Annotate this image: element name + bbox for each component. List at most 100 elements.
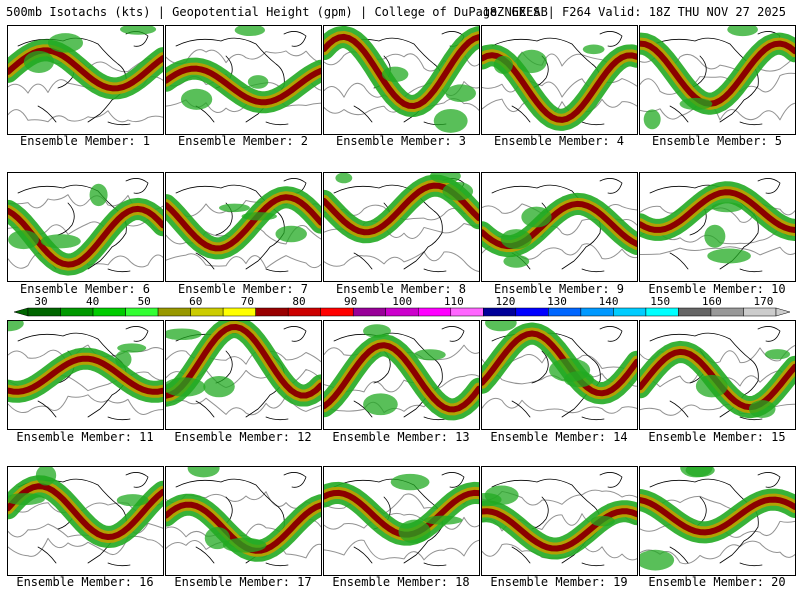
scale-label: 120 [495,296,515,308]
scale-swatch [710,307,744,317]
scale-label: 170 [753,296,773,308]
scale-swatch [548,307,582,317]
ensemble-panel-8 [323,172,480,282]
member-label: Ensemble Member: 8 [335,282,467,296]
ensemble-panel-7 [165,172,322,282]
ensemble-panel-11 [7,320,164,430]
ensemble-map-17 [166,467,321,567]
scale-label: 60 [189,296,202,308]
scale-label: 160 [702,296,722,308]
scale-arrow-left [13,307,29,317]
scale-swatch [352,307,386,317]
scale-swatch [27,307,61,317]
color-scale: 30 40 50 60 70 80 90 100 110 120 130 140 150 160 170 [13,295,791,318]
member-label: Ensemble Member: 19 [490,575,628,589]
ensemble-panel-12 [165,320,322,430]
member-label: Ensemble Member: 10 [648,282,786,296]
scale-label: 50 [138,296,151,308]
member-label: Ensemble Member: 20 [648,575,786,589]
scale-swatch [385,307,419,317]
ensemble-panel-16 [7,466,164,576]
scale-label: 110 [444,296,464,308]
member-label: Ensemble Member: 13 [332,430,470,444]
ensemble-panel-4 [481,25,638,135]
ensemble-map-12 [166,321,321,421]
ensemble-panel-1 [7,25,164,135]
scale-label: 100 [392,296,412,308]
ensemble-map-5 [640,26,795,130]
member-label: Ensemble Member: 1 [19,134,151,148]
run-info: 18Z GEFS | F264 Valid: 18Z THU NOV 27 20… [482,5,786,19]
member-label: Ensemble Member: 17 [174,575,312,589]
ensemble-panel-3 [323,25,480,135]
member-label: Ensemble Member: 5 [651,134,783,148]
ensemble-map-14 [482,321,637,421]
scale-swatch [60,307,94,317]
ensemble-panel-15 [639,320,796,430]
ensemble-panel-6 [7,172,164,282]
ensemble-map-1 [8,26,163,126]
ensemble-map-18 [324,472,479,567]
scale-swatch [157,307,191,317]
scale-label: 30 [34,296,47,308]
member-label: Ensemble Member: 16 [16,575,154,589]
member-label: Ensemble Member: 12 [174,430,312,444]
scale-swatch [190,307,224,317]
scale-label: 40 [86,296,99,308]
member-label: Ensemble Member: 6 [19,282,151,296]
scale-label: 90 [344,296,357,308]
member-label: Ensemble Member: 2 [177,134,309,148]
ensemble-panel-13 [323,320,480,430]
scale-swatch [450,307,484,317]
member-label: Ensemble Member: 11 [16,430,154,444]
chart-title: 500mb Isotachs (kts) | Geopotential Heig… [6,5,548,19]
scale-label: 130 [547,296,567,308]
scale-swatch [580,307,614,317]
scale-swatch [678,307,712,317]
scale-swatch [418,307,452,317]
ensemble-map-13 [324,324,479,421]
member-label: Ensemble Member: 9 [493,282,625,296]
ensemble-panel-20 [639,466,796,576]
ensemble-panel-9 [481,172,638,282]
ensemble-panel-19 [481,466,638,576]
ensemble-map-3 [324,26,479,133]
ensemble-map-20 [640,467,795,571]
member-label: Ensemble Member: 14 [490,430,628,444]
scale-swatch [483,307,517,317]
ensemble-map-10 [640,178,795,273]
ensemble-map-9 [482,178,637,273]
scale-label: 80 [292,296,305,308]
scale-swatch [287,307,321,317]
member-label: Ensemble Member: 4 [493,134,625,148]
scale-arrow-right [775,307,791,317]
scale-swatch [613,307,647,317]
scale-label: 70 [241,296,254,308]
ensemble-map-19 [482,472,637,567]
member-label: Ensemble Member: 7 [177,282,309,296]
ensemble-panel-17 [165,466,322,576]
ensemble-map-6 [8,178,163,276]
ensemble-map-4 [482,31,637,131]
member-label: Ensemble Member: 15 [648,430,786,444]
ensemble-map-11 [8,321,163,421]
scale-swatch [515,307,549,317]
color-scale-bar: 30 40 50 60 70 80 90 100 110 120 130 140 150 160 170 [13,295,791,317]
ensemble-map-2 [166,26,321,126]
ensemble-map-16 [8,467,163,567]
ensemble-map-8 [324,173,479,273]
ensemble-panel-18 [323,466,480,576]
ensemble-panel-10 [639,172,796,282]
ensemble-panel-5 [639,25,796,135]
scale-swatch [743,307,777,317]
member-label: Ensemble Member: 18 [332,575,470,589]
ensemble-map-7 [166,178,321,273]
member-label: Ensemble Member: 3 [335,134,467,148]
scale-swatch [645,307,679,317]
scale-swatch [125,307,159,317]
scale-swatch [92,307,126,317]
scale-swatch [320,307,354,317]
ensemble-map-15 [640,326,795,421]
scale-label: 150 [650,296,670,308]
scale-swatch [222,307,256,317]
